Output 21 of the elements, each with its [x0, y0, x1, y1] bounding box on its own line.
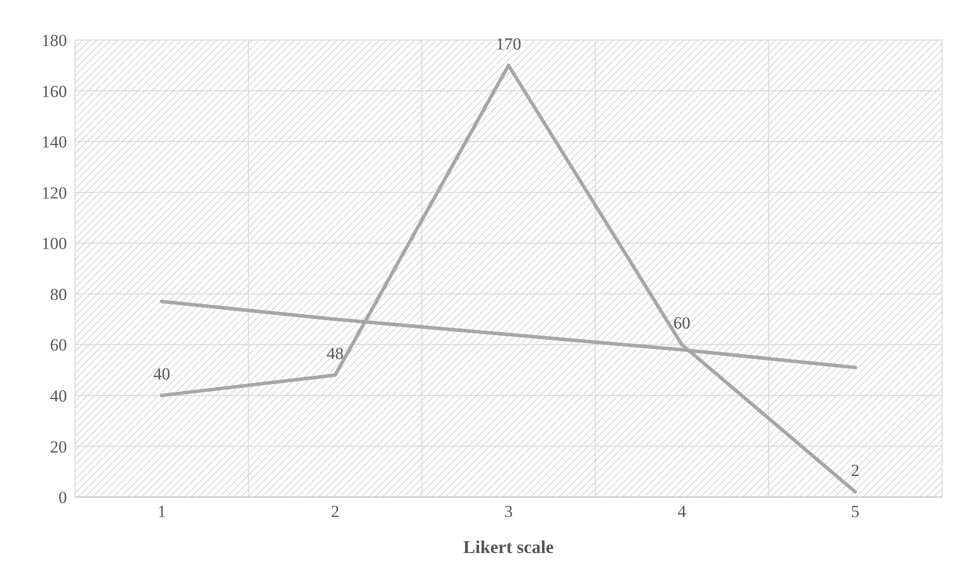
- y-tick-label: 180: [42, 31, 67, 50]
- x-tick-label: 5: [851, 502, 860, 522]
- y-tick-label: 20: [50, 437, 67, 456]
- data-label: 170: [496, 34, 522, 54]
- data-label: 60: [673, 314, 690, 333]
- y-tick-label: 140: [42, 132, 67, 152]
- data-label: 2: [851, 460, 860, 480]
- x-axis-title: Likert scale: [463, 537, 554, 557]
- data-label: 48: [326, 344, 344, 364]
- y-tick-label: 0: [58, 488, 67, 508]
- y-tick-label: 120: [42, 183, 67, 202]
- x-tick-label: 4: [678, 502, 687, 522]
- x-tick-label: 2: [330, 502, 340, 522]
- y-tick-label: 100: [42, 234, 67, 254]
- y-tick-label: 160: [42, 82, 67, 101]
- data-label: 40: [153, 364, 170, 384]
- x-tick-label: 1: [157, 502, 166, 522]
- y-tick-label: 60: [50, 336, 67, 355]
- y-tick-label: 80: [50, 284, 67, 304]
- y-tick-label: 40: [50, 386, 67, 406]
- x-tick-label: 3: [504, 502, 513, 522]
